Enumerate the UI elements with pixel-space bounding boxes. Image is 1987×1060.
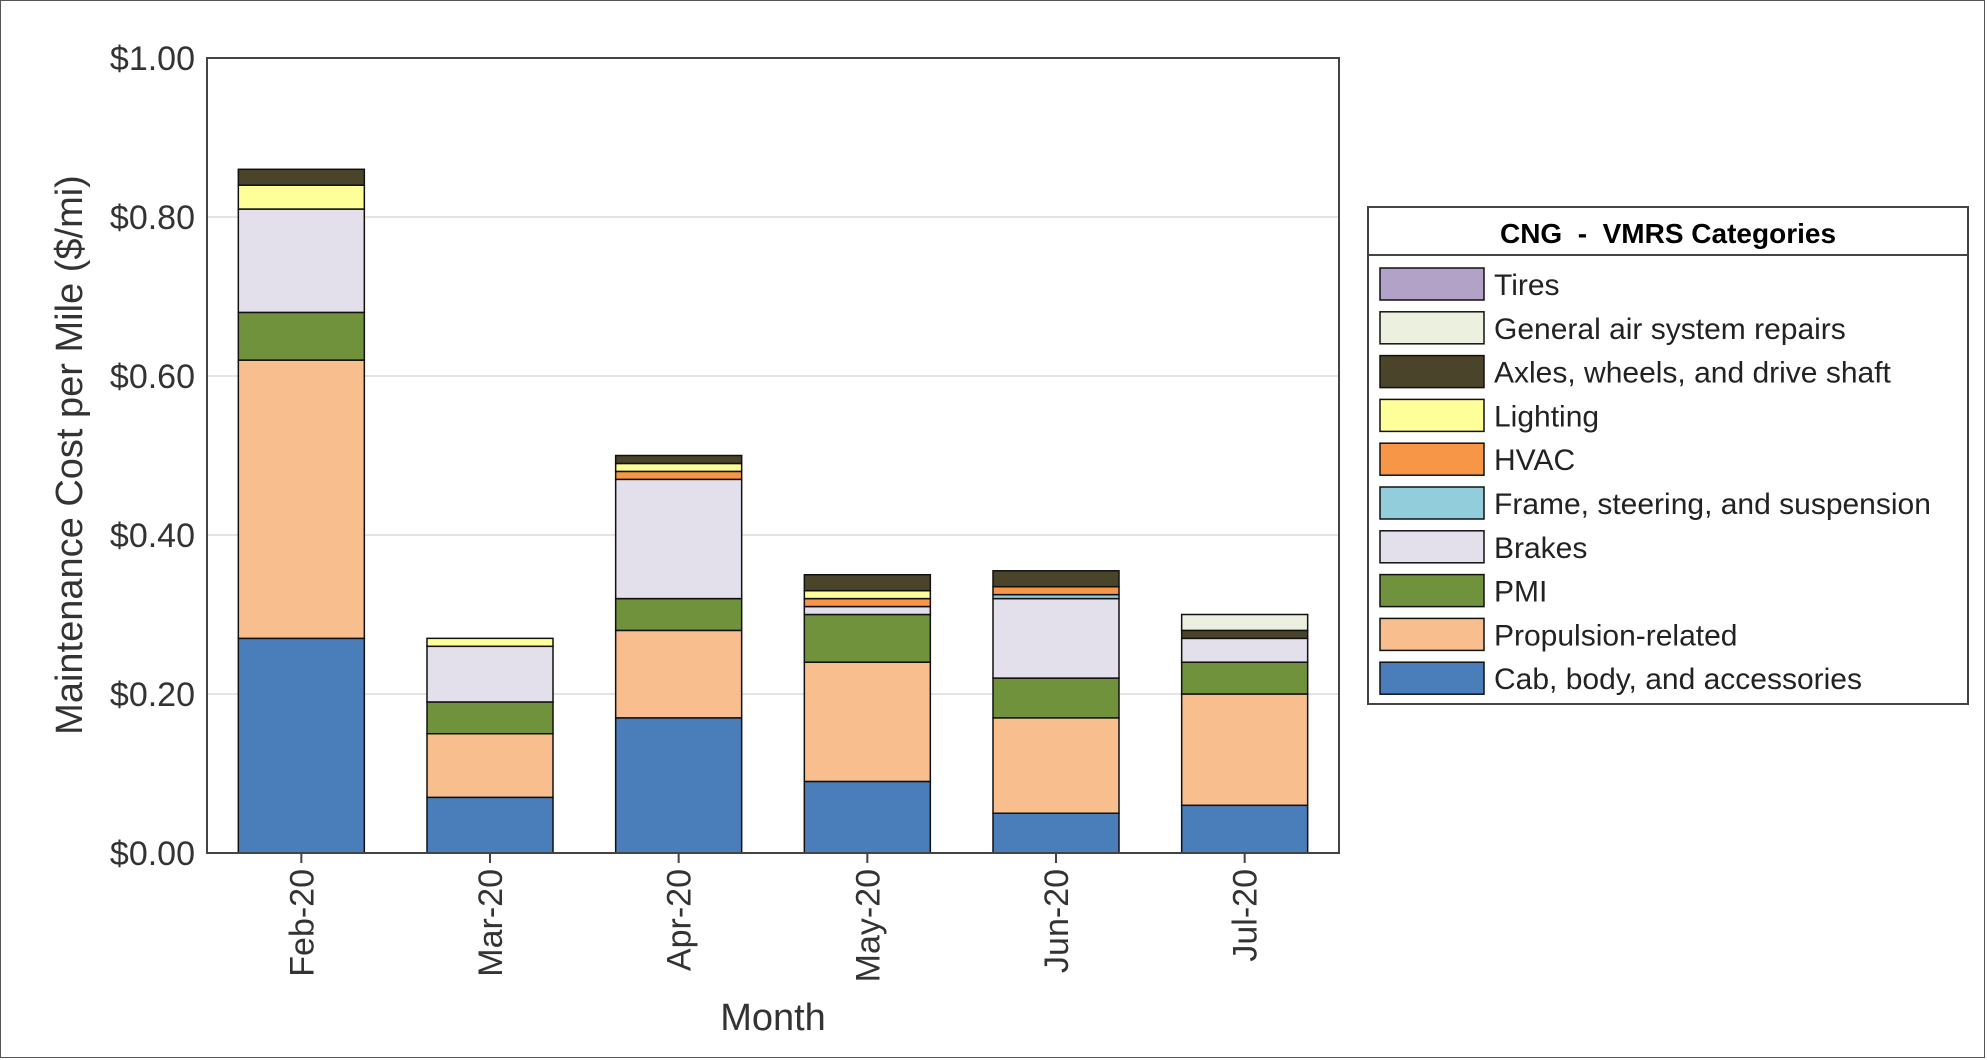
legend-label: Tires — [1494, 269, 1560, 302]
bar-segment — [803, 780, 932, 854]
y-tick-label: $0.60 — [110, 358, 195, 396]
legend: CNG - VMRS Categories Tires General air s… — [1367, 206, 1969, 705]
legend-items: Tires General air system repairs Axles, wh… — [1379, 267, 1931, 696]
bar-segment — [237, 208, 366, 314]
legend-label: PMI — [1494, 576, 1547, 609]
bar-segment — [237, 311, 366, 361]
bar-segment — [426, 733, 554, 799]
bar-segment — [614, 717, 743, 854]
bar-segment — [1180, 629, 1309, 640]
legend-swatch — [1379, 530, 1485, 564]
legend-label: Brakes — [1494, 532, 1587, 565]
bar-segment — [614, 454, 743, 465]
x-axis-ticks: Feb-20 Mar-20 Apr-20 May-20 Jun-20 Jul-20 — [283, 853, 1265, 982]
bar-segment — [1180, 804, 1309, 854]
bar-segment — [1180, 637, 1309, 663]
bar-segment — [803, 597, 932, 608]
legend-label: Axles, wheels, and drive shaft — [1494, 357, 1892, 390]
plot-area — [206, 57, 1340, 854]
bar-segment — [614, 597, 743, 632]
y-tick-label: $0.00 — [110, 835, 195, 873]
bar-segment — [803, 574, 932, 592]
y-tick-label: $1.00 — [110, 40, 195, 78]
bar-segment — [426, 796, 554, 854]
legend-title: CNG - VMRS Categories — [1500, 218, 1836, 249]
x-tick-label: Mar-20 — [472, 869, 510, 977]
bar-segment — [803, 661, 932, 783]
bar-segment — [992, 812, 1120, 854]
legend-swatch — [1379, 661, 1485, 695]
bar-segment — [426, 645, 554, 703]
bar-segment — [803, 613, 932, 663]
bar-segment — [1180, 661, 1309, 695]
y-tick-label: $0.20 — [110, 676, 195, 714]
legend-swatch — [1379, 311, 1485, 345]
bar-segment — [992, 597, 1120, 679]
bar-segment — [237, 168, 366, 186]
legend-label: General air system repairs — [1494, 313, 1846, 346]
bar-segment — [426, 637, 554, 648]
bar-segment — [803, 605, 932, 616]
x-tick-label: Feb-20 — [283, 869, 321, 977]
bar-segment — [1180, 613, 1309, 632]
legend-swatch — [1379, 617, 1485, 652]
y-tick-label: $0.40 — [110, 517, 195, 555]
legend-swatch — [1379, 354, 1485, 389]
y-tick-label: $0.80 — [110, 199, 195, 237]
y-axis-ticks: $0.00 $0.20 $0.40 $0.60 $0.80 $1.00 — [110, 40, 195, 873]
legend-label: HVAC — [1494, 444, 1575, 477]
x-axis-label: Month — [720, 997, 826, 1039]
bar-segment — [614, 478, 743, 600]
bar-segment — [614, 470, 743, 481]
x-tick-label: Jun-20 — [1038, 869, 1076, 973]
bar-segment — [992, 717, 1120, 814]
legend-label: Frame, steering, and suspension — [1494, 488, 1931, 521]
legend-label: Lighting — [1494, 400, 1599, 433]
x-tick-label: May-20 — [849, 869, 887, 982]
legend-swatch — [1379, 398, 1485, 433]
legend-label: Cab, body, and accessories — [1494, 663, 1862, 696]
bar-segment — [237, 637, 366, 854]
bar-segment — [803, 589, 932, 600]
bars — [237, 168, 1309, 854]
bar-segment — [614, 629, 743, 719]
bar-segment — [237, 184, 366, 210]
bar-segment — [614, 462, 743, 473]
gridlines — [207, 216, 1339, 695]
x-tick-label: Jul-20 — [1227, 869, 1265, 962]
bar-segment — [426, 701, 554, 735]
bar-segment — [237, 359, 366, 640]
legend-label: Propulsion-related — [1494, 619, 1737, 652]
bar-segment — [992, 585, 1120, 596]
legend-swatch — [1379, 267, 1485, 301]
x-tick-label: Apr-20 — [661, 869, 699, 971]
bar-segment — [992, 677, 1120, 719]
bar-segment — [1180, 693, 1309, 807]
legend-swatch — [1379, 573, 1485, 608]
y-axis-label: Maintenance Cost per Mile ($/mi) — [49, 175, 91, 735]
legend-swatch — [1379, 442, 1485, 476]
legend-swatch — [1379, 486, 1485, 520]
bar-segment — [992, 570, 1120, 588]
